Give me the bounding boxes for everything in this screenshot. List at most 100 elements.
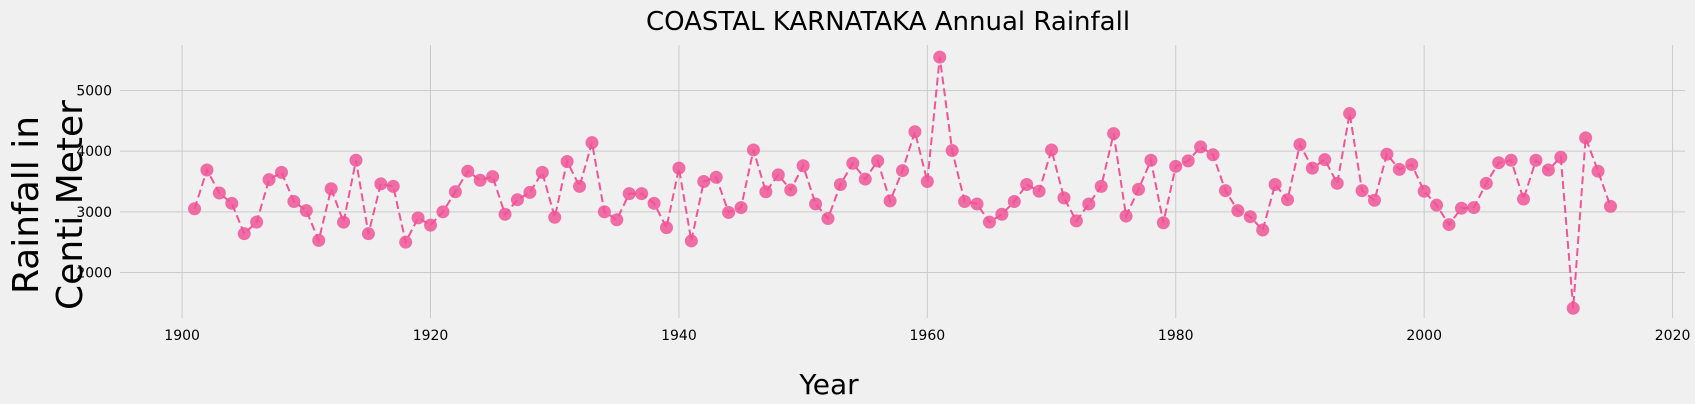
data-point: [200, 163, 214, 177]
data-point: [1380, 147, 1394, 161]
data-point: [299, 204, 313, 218]
data-point: [1293, 137, 1307, 151]
data-point: [1131, 182, 1145, 196]
x-tick-label: 1960: [910, 328, 946, 344]
data-point: [262, 173, 276, 187]
data-point: [920, 175, 934, 188]
data-point: [846, 156, 860, 170]
data-point: [1355, 184, 1369, 198]
data-point: [535, 165, 549, 179]
data-point: [1554, 150, 1568, 164]
data-point: [312, 233, 326, 247]
y-axis-label: Rainfall in Centi Meter: [6, 100, 91, 310]
data-point: [734, 201, 748, 215]
data-point: [908, 125, 922, 139]
data-point: [1156, 216, 1170, 230]
data-point: [585, 136, 599, 150]
data-point: [1181, 154, 1195, 168]
data-point: [1504, 153, 1518, 167]
data-point: [1194, 140, 1208, 154]
data-point: [1206, 148, 1220, 162]
data-point: [1107, 127, 1121, 141]
data-point: [660, 221, 674, 235]
data-point: [1305, 161, 1319, 175]
data-point: [809, 197, 823, 211]
data-point: [635, 187, 649, 201]
data-point: [784, 183, 798, 197]
data-point: [1094, 179, 1108, 193]
y-gridlines: [120, 90, 1685, 273]
data-point: [622, 187, 636, 201]
data-point: [796, 159, 810, 173]
x-tick-label: 2000: [1406, 328, 1442, 344]
data-point: [560, 154, 574, 168]
data-point: [461, 164, 475, 178]
y-tick-label: 4000: [76, 144, 112, 160]
data-point: [746, 143, 760, 157]
data-point: [1517, 192, 1531, 206]
data-point: [349, 153, 363, 167]
data-point: [1492, 156, 1506, 170]
data-point: [1367, 193, 1381, 207]
data-point: [1330, 176, 1344, 190]
data-point: [399, 235, 413, 249]
data-point: [610, 213, 624, 227]
data-point: [1069, 214, 1083, 228]
x-tick-label: 1900: [164, 328, 200, 344]
data-point: [1144, 153, 1158, 167]
data-point: [1541, 163, 1555, 177]
data-point: [1231, 204, 1245, 218]
data-point: [361, 227, 375, 241]
data-point: [1268, 178, 1282, 192]
x-tick-label: 1920: [413, 328, 449, 344]
data-point: [1579, 131, 1593, 145]
data-point: [970, 197, 984, 211]
data-point: [1032, 184, 1046, 198]
data-point: [958, 195, 972, 209]
data-point: [411, 211, 425, 225]
data-point: [697, 175, 711, 188]
data-point: [982, 215, 996, 229]
data-point: [1479, 176, 1493, 190]
data-point: [1430, 198, 1444, 212]
data-point: [1082, 197, 1096, 211]
y-axis-label-line-1: Rainfall in: [6, 116, 47, 294]
data-point: [871, 154, 885, 168]
data-point: [1603, 199, 1617, 213]
data-point: [1057, 191, 1071, 205]
data-point: [709, 170, 723, 184]
data-point: [1405, 158, 1419, 172]
data-point: [1442, 218, 1456, 232]
x-tick-label: 2020: [1655, 328, 1691, 344]
data-point: [672, 161, 686, 175]
data-point: [188, 202, 202, 216]
data-point: [1218, 184, 1232, 198]
data-point: [324, 182, 338, 196]
data-point: [1243, 210, 1257, 224]
data-point: [1529, 153, 1543, 167]
data-point: [1392, 162, 1406, 176]
data-point: [1566, 301, 1580, 315]
x-tick-labels: 1900 1920 1940 1960 1980 2000 2020: [164, 328, 1690, 344]
y-tick-label: 3000: [76, 205, 112, 221]
y-tick-labels: 2000 3000 4000 5000: [76, 84, 112, 282]
data-point: [573, 179, 587, 193]
data-point: [1281, 193, 1295, 207]
data-point: [933, 50, 947, 64]
data-point: [1591, 164, 1605, 178]
data-point: [945, 144, 959, 158]
data-point: [225, 196, 239, 210]
data-point: [1169, 159, 1183, 173]
data-point: [1007, 195, 1021, 209]
data-point: [597, 205, 611, 219]
data-point: [498, 207, 512, 221]
data-point: [486, 170, 500, 184]
data-point: [274, 165, 288, 179]
y-tick-label: 2000: [76, 266, 112, 282]
data-point: [883, 194, 897, 208]
data-point: [386, 179, 400, 193]
data-point: [424, 218, 438, 232]
y-tick-label: 5000: [76, 84, 112, 100]
data-point: [833, 178, 847, 192]
data-point: [250, 215, 264, 229]
